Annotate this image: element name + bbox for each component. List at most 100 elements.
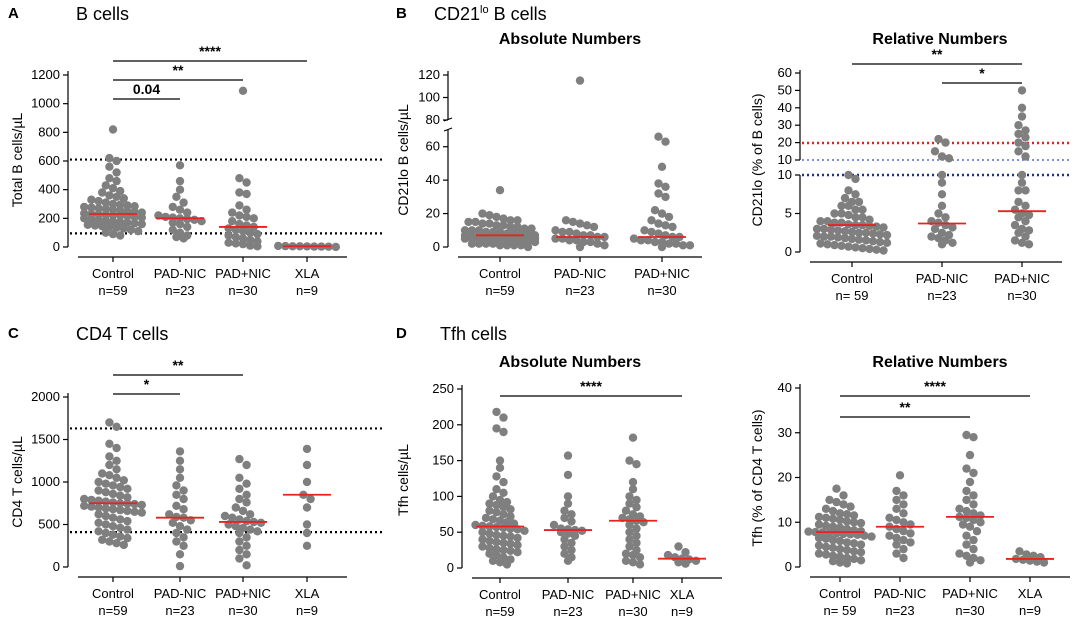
chart-d2-data-point bbox=[892, 504, 901, 513]
chart-b2-y-tick-label: 0 bbox=[785, 244, 792, 259]
chart-d1-data-point bbox=[549, 520, 559, 530]
chart-d2-data-point bbox=[969, 509, 978, 518]
chart-b2-data-point bbox=[1024, 240, 1034, 249]
chart-d2-data-point bbox=[962, 506, 971, 516]
chart-c-data-point bbox=[130, 507, 139, 516]
chart-b2-y-tick-label: 10 bbox=[778, 152, 792, 167]
chart-d2-category-label: XLA bbox=[1018, 586, 1043, 601]
chart-d1-data-point bbox=[499, 477, 508, 487]
chart-d2-data-point bbox=[962, 464, 971, 473]
chart-a-data-point bbox=[105, 153, 114, 163]
chart-b2-data-point bbox=[816, 239, 825, 248]
chart-a-data-point bbox=[253, 229, 262, 239]
chart-b1-data-point bbox=[575, 219, 585, 228]
chart-a-data-point bbox=[238, 239, 248, 249]
chart-a-data-point bbox=[101, 228, 111, 237]
chart-c-data-point bbox=[108, 489, 118, 499]
chart-b2-data-point bbox=[1024, 210, 1034, 220]
3-y-tick-label: 1000 bbox=[31, 474, 60, 489]
chart-d2-data-point bbox=[804, 527, 813, 536]
chart-a-data-point bbox=[101, 204, 111, 214]
chart-b1-data-point bbox=[561, 216, 571, 225]
chart-c-data-point bbox=[235, 454, 244, 464]
chart-b2-y-tick-label: 40 bbox=[778, 100, 792, 115]
chart-b2-data-point bbox=[826, 225, 836, 234]
chart-c-data-point bbox=[98, 535, 107, 544]
chart-d2-data-point bbox=[849, 539, 859, 548]
chart-a-significance-label: 0.04 bbox=[133, 81, 160, 97]
chart-c-data-point bbox=[172, 528, 181, 538]
chart-b1-data-point bbox=[668, 222, 677, 232]
chart-b1-data-point bbox=[558, 227, 567, 237]
chart-c-data-point bbox=[175, 456, 185, 465]
chart-b2-data-point bbox=[872, 245, 881, 254]
chart-d1-data-point bbox=[681, 548, 690, 557]
chart-a-data-point bbox=[331, 242, 340, 252]
chart-d2-data-point bbox=[962, 495, 971, 505]
chart-c-category-label: XLA bbox=[295, 586, 320, 601]
chart-b2-data-point bbox=[1021, 201, 1030, 210]
chart-b2-data-point bbox=[1017, 86, 1027, 95]
chart-d1-data-point bbox=[560, 549, 569, 558]
chart-b2-data-point bbox=[937, 190, 947, 199]
chart-d2-data-point bbox=[965, 558, 975, 567]
chart-a-data-point bbox=[190, 215, 199, 224]
chart-d1-data-point bbox=[567, 538, 576, 548]
chart-d2-significance-label: ** bbox=[900, 399, 911, 415]
chart-c-data-point bbox=[235, 545, 244, 555]
chart-c-data-point bbox=[123, 506, 132, 516]
chart-c-data-point bbox=[98, 469, 107, 478]
chart-b1-data-point bbox=[650, 237, 660, 247]
chart-b2-data-point bbox=[934, 134, 943, 144]
chart-a-data-point bbox=[231, 232, 240, 242]
chart-b1-data-point bbox=[650, 206, 660, 215]
0-y-tick-label: 200 bbox=[38, 210, 60, 225]
chart-b2-y-tick-label: 20 bbox=[778, 135, 792, 150]
chart-b1-data-point bbox=[499, 221, 508, 230]
chart-b1-data-point bbox=[492, 212, 501, 222]
chart-d1-data-point bbox=[560, 506, 569, 515]
chart-c-data-point bbox=[116, 505, 125, 515]
chart-b2-data-point bbox=[934, 209, 943, 218]
chart-c-data-point bbox=[231, 522, 240, 531]
panel-title-b: CD21lo B cells bbox=[434, 4, 547, 24]
chart-d1-data-point bbox=[478, 542, 487, 551]
chart-d2-data-point bbox=[899, 509, 908, 518]
chart-d1-data-point bbox=[625, 528, 634, 537]
chart-b2-data-point bbox=[840, 193, 850, 203]
chart-d2-data-point bbox=[965, 450, 975, 460]
chart-b2-data-point bbox=[937, 152, 947, 161]
chart-c-data-point bbox=[242, 498, 251, 507]
chart-d2-y-axis-label: Tfh (% of CD4 T cells) bbox=[749, 409, 765, 546]
chart-c-data-point bbox=[179, 494, 188, 504]
chart-a-data-point bbox=[183, 222, 192, 232]
chart-d1-data-point bbox=[621, 506, 631, 515]
chart-c-data-point bbox=[302, 444, 312, 454]
chart-b2-data-point bbox=[1017, 178, 1027, 187]
chart-d1-data-point bbox=[632, 495, 641, 505]
chart-c-data-point bbox=[123, 516, 132, 526]
chart-d1-data-point bbox=[495, 558, 505, 567]
subtitle-b-absolute: Absolute Numbers bbox=[499, 31, 641, 48]
chart-b1-data-point bbox=[661, 192, 670, 202]
chart-d2-data-point bbox=[835, 558, 845, 567]
chart-a-data-point bbox=[80, 202, 89, 212]
chart-b2-data-point bbox=[830, 240, 839, 250]
chart-c-data-point bbox=[235, 537, 244, 546]
chart-d2-data-point bbox=[842, 517, 852, 526]
chart-b2-y-tick-label: 10 bbox=[778, 167, 792, 182]
chart-d1-data-point bbox=[567, 510, 576, 519]
chart-c-significance-label: ** bbox=[173, 357, 184, 373]
chart-d2-data-point bbox=[899, 535, 908, 545]
chart-c-data-point bbox=[105, 471, 114, 480]
chart-d2-data-point bbox=[821, 542, 831, 552]
chart-d2-data-point bbox=[860, 531, 869, 540]
chart-d2-data-point bbox=[969, 535, 978, 545]
chart-b2-y-tick-label: 30 bbox=[778, 117, 792, 132]
chart-a-data-point bbox=[242, 212, 251, 222]
chart-b1-data-point bbox=[460, 234, 470, 243]
chart-b2-data-point bbox=[865, 215, 874, 224]
chart-b1-data-point bbox=[640, 226, 649, 235]
chart-d2-data-point bbox=[842, 510, 852, 519]
chart-b1-axis-break-mark bbox=[443, 127, 453, 132]
